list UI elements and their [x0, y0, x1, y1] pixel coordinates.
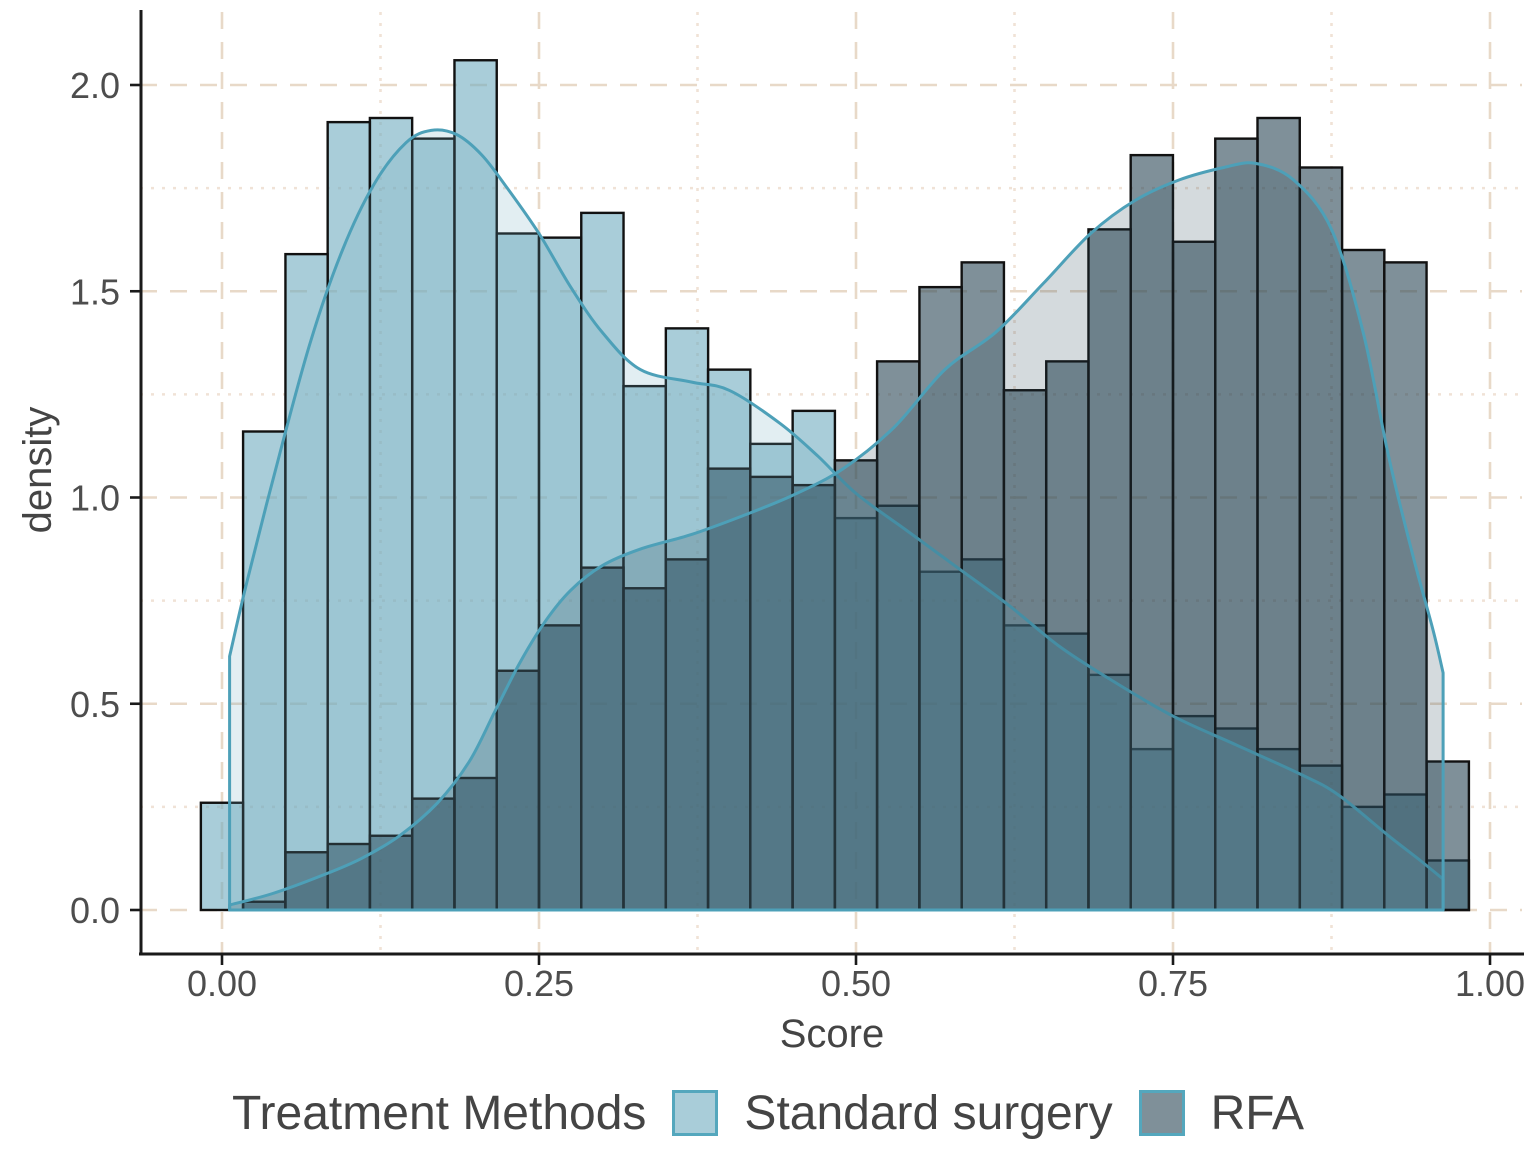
bar-rfa [1425, 760, 1471, 912]
bar-rfa [1129, 153, 1175, 912]
bar-standard-surgery [411, 137, 456, 912]
bar-rfa [1087, 228, 1132, 912]
y-tick-label: 2.0 [70, 65, 120, 106]
legend-item-standard-surgery[interactable]: Standard surgery [672, 1086, 1113, 1141]
bar-rfa [453, 776, 498, 912]
y-tick-label: 1.0 [70, 478, 120, 519]
legend-swatch-standard-surgery-icon [672, 1090, 719, 1136]
bar-standard-surgery [199, 801, 245, 912]
legend-title: Treatment Methods [232, 1086, 647, 1140]
legend-label-rfa: RFA [1210, 1086, 1304, 1140]
bar-rfa [1045, 360, 1090, 912]
bar-standard-surgery [453, 59, 498, 912]
legend-label-standard-surgery: Standard surgery [744, 1086, 1113, 1140]
y-axis-title: density [16, 406, 60, 534]
legend-swatch-rfa-icon [1138, 1090, 1185, 1136]
x-tick-label: 0.25 [504, 963, 574, 1004]
x-tick-label: 1.00 [1455, 963, 1525, 1004]
density-curve-standard-surgery [228, 128, 1445, 912]
x-axis-title: Score [779, 1012, 885, 1056]
bar-rfa [1256, 116, 1301, 912]
x-tick-label: 0.50 [821, 963, 891, 1004]
density-curve-rfa [228, 161, 1445, 912]
x-tick-label: 0.75 [1138, 963, 1208, 1004]
y-tick-label: 0.0 [70, 890, 120, 931]
bar-rfa [326, 842, 372, 912]
bar-rfa [495, 669, 541, 912]
bar-rfa [1214, 137, 1259, 912]
x-tick-label: 0.00 [187, 963, 257, 1004]
bar-rfa [1383, 261, 1428, 912]
y-tick-label: 0.5 [70, 684, 120, 725]
legend-item-rfa[interactable]: RFA [1138, 1086, 1304, 1141]
legend: Treatment Methods Standard surgery RFA [0, 1083, 1536, 1143]
bar-rfa [411, 797, 456, 912]
y-tick-label: 1.5 [70, 271, 120, 312]
